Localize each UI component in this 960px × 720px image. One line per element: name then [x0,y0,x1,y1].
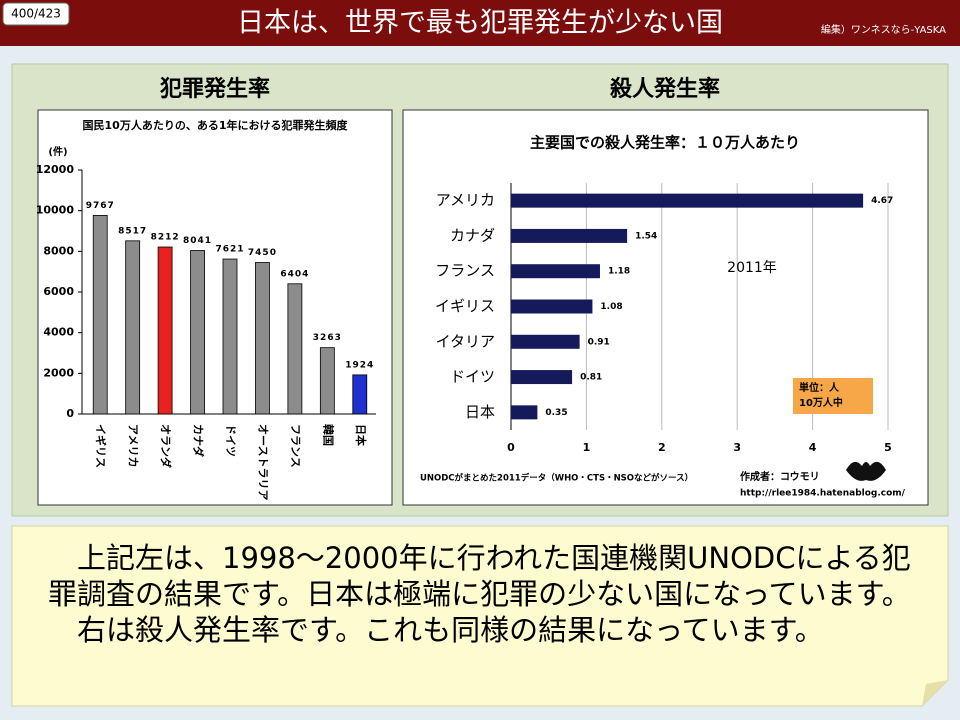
bat-icon [846,461,886,481]
y-tick-label: 6000 [43,285,74,298]
x-tick-label: 5 [884,441,892,454]
unit-box [793,378,873,414]
bar [511,264,600,279]
page-curl [922,680,948,706]
value-label: 7621 [215,245,244,255]
value-label: 9767 [86,201,115,211]
bar [511,193,864,208]
y-axis-label: (件) [48,145,67,158]
unit-note: 単位：人 [799,381,840,394]
credit: 編集）ワンネスなら-YASKA [821,23,946,36]
chart-heading: 犯罪発生率 [159,76,270,102]
chart-heading: 殺人発生率 [610,76,720,102]
x-tick-label: 3 [733,441,741,454]
bar [255,262,270,415]
bar [319,347,335,415]
value-label: 0.91 [588,337,610,347]
value-label: 8212 [151,233,180,243]
x-tick-label: アメリカ [127,424,140,467]
x-tick-label: 日本 [354,424,368,446]
chart-frame [37,109,393,506]
y-tick-label: 0 [66,407,74,420]
value-label: 8517 [118,226,147,236]
source-note: UNODCがまとめた2011データ（WHO・CTS・NSOなどがソース） [420,473,693,484]
annotation: 2011年 [727,260,777,276]
unit-note: 10万人中 [799,396,843,409]
y-tick-label: 2000 [43,366,74,379]
x-tick-label: フランス [289,424,302,468]
y-tick-label: 日本 [465,403,495,421]
paragraph: 上記左は、1998～2000年に行われた国連機関UNODCによる犯罪調査の結果で… [48,541,911,611]
value-label: 4.67 [871,196,893,206]
y-tick-label: フランス [435,262,495,280]
bar [511,370,573,385]
y-tick-label: 12000 [36,163,75,176]
bar [511,405,538,420]
bar [190,250,205,415]
y-tick-label: ドイツ [450,368,495,386]
chart-title: 国民10万人あたりの、ある1年における犯罪発生頻度 [83,118,349,132]
y-tick-label: イギリス [435,297,495,315]
y-tick-label: イタリア [436,332,495,350]
slide-title: 日本は、世界で最も犯罪発生が少ない国 [237,8,723,39]
value-label: 3263 [313,333,342,343]
x-tick-label: ドイツ [224,424,237,457]
x-tick-label: オランダ [159,424,173,468]
header-bar [0,0,960,46]
value-label: 1924 [345,360,374,370]
url: http://rlee1984.hatenablog.com/ [740,489,906,499]
y-tick-label: 8000 [43,244,74,257]
value-label: 1.54 [635,231,657,241]
chart-title: 主要国での殺人発生率：１０万人あたり [530,134,800,152]
bar [511,228,628,243]
paragraph: 右は殺人発生率です。これも同様の結果になっています。 [77,613,824,647]
x-tick-label: 1 [583,441,591,454]
bar [157,246,173,415]
value-label: 1.18 [608,267,630,277]
x-tick-label: カナダ [192,424,206,457]
bar [222,258,238,415]
bar [92,215,108,415]
bar [287,283,303,415]
body-text: 上記左は、1998～2000年に行われた国連機関UNODCによる犯罪調査の結果で… [48,540,918,648]
chart-frame [402,109,929,506]
x-tick-label: 4 [809,441,817,454]
bar [511,299,593,314]
x-tick-label: オーストラリア [256,424,269,500]
value-label: 8041 [183,236,212,246]
value-label: 1.08 [600,302,622,312]
y-tick-label: アメリカ [436,191,495,209]
page-number-box [2,2,70,26]
author: 作成者：コウモリ [740,470,820,483]
value-label: 7450 [248,248,277,258]
x-tick-label: イギリス [94,424,108,468]
y-tick-label: 4000 [43,326,74,339]
x-tick-label: 2 [658,441,666,454]
bar [125,240,141,415]
bar [352,374,368,415]
y-tick-label: 10000 [36,204,75,217]
value-label: 0.35 [545,408,567,418]
page-number: 400/423 [11,7,61,21]
x-tick-label: 0 [507,441,515,454]
x-tick-label: 韓国 [321,424,335,446]
value-label: 6404 [280,269,309,279]
value-label: 0.81 [580,373,602,383]
bar [511,334,580,349]
y-tick-label: カナダ [450,226,495,244]
